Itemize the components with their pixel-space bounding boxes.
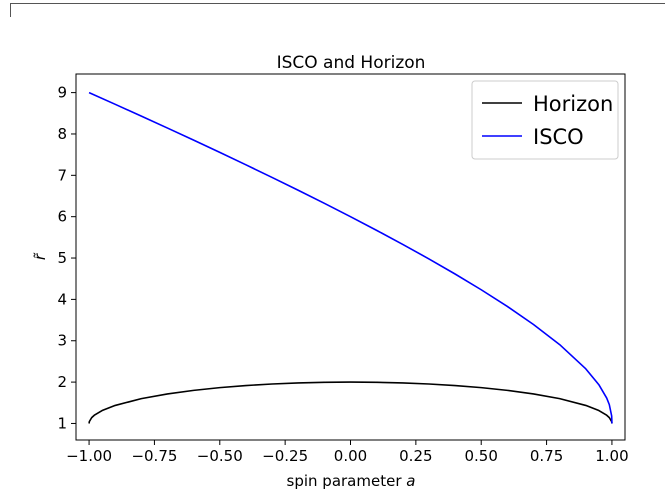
x-axis-ticks: −1.00 −0.75 −0.50 −0.25 0.00 0.25 0.50 0.75 1.00 [66,440,629,465]
legend: Horizon ISCO [471,80,619,160]
frame-edge [10,3,665,17]
x-tick-label: −0.75 [131,447,177,465]
y-tick-label: 7 [57,166,67,184]
x-tick-label: 1.00 [595,447,628,465]
x-tick-label: −0.50 [197,447,243,465]
x-tick-label: 0.25 [399,447,432,465]
legend-label-horizon: Horizon [533,92,613,116]
axes-frame [75,73,626,441]
x-axis-label: spin parameter a [287,472,416,490]
x-axis-label-variable: a [406,472,415,490]
y-tick-label: 4 [57,290,67,308]
legend-label-isco: ISCO [533,125,584,149]
series-line-horizon [88,381,613,424]
plot-series [88,91,613,424]
y-tick-label: 2 [57,373,67,391]
y-axis-label: r̃ [31,253,49,261]
x-tick-label: −1.00 [66,447,112,465]
x-axis-label-text: spin parameter [287,472,403,490]
y-tick-label: 5 [57,249,67,267]
x-tick-label: 0.75 [530,447,563,465]
series-line-isco [88,91,613,424]
y-tick-label: 9 [57,84,67,102]
y-tick-label: 3 [57,332,67,350]
y-axis-ticks: 1 2 3 4 5 6 7 8 9 [57,84,76,432]
x-tick-label: −0.25 [262,447,308,465]
x-tick-label: 0.00 [334,447,367,465]
y-tick-label: 1 [57,414,67,432]
x-tick-label: 0.50 [465,447,498,465]
chart-title: ISCO and Horizon [277,53,426,73]
y-tick-label: 6 [57,208,67,226]
legend-box [471,80,619,160]
y-tick-label: 8 [57,125,67,143]
